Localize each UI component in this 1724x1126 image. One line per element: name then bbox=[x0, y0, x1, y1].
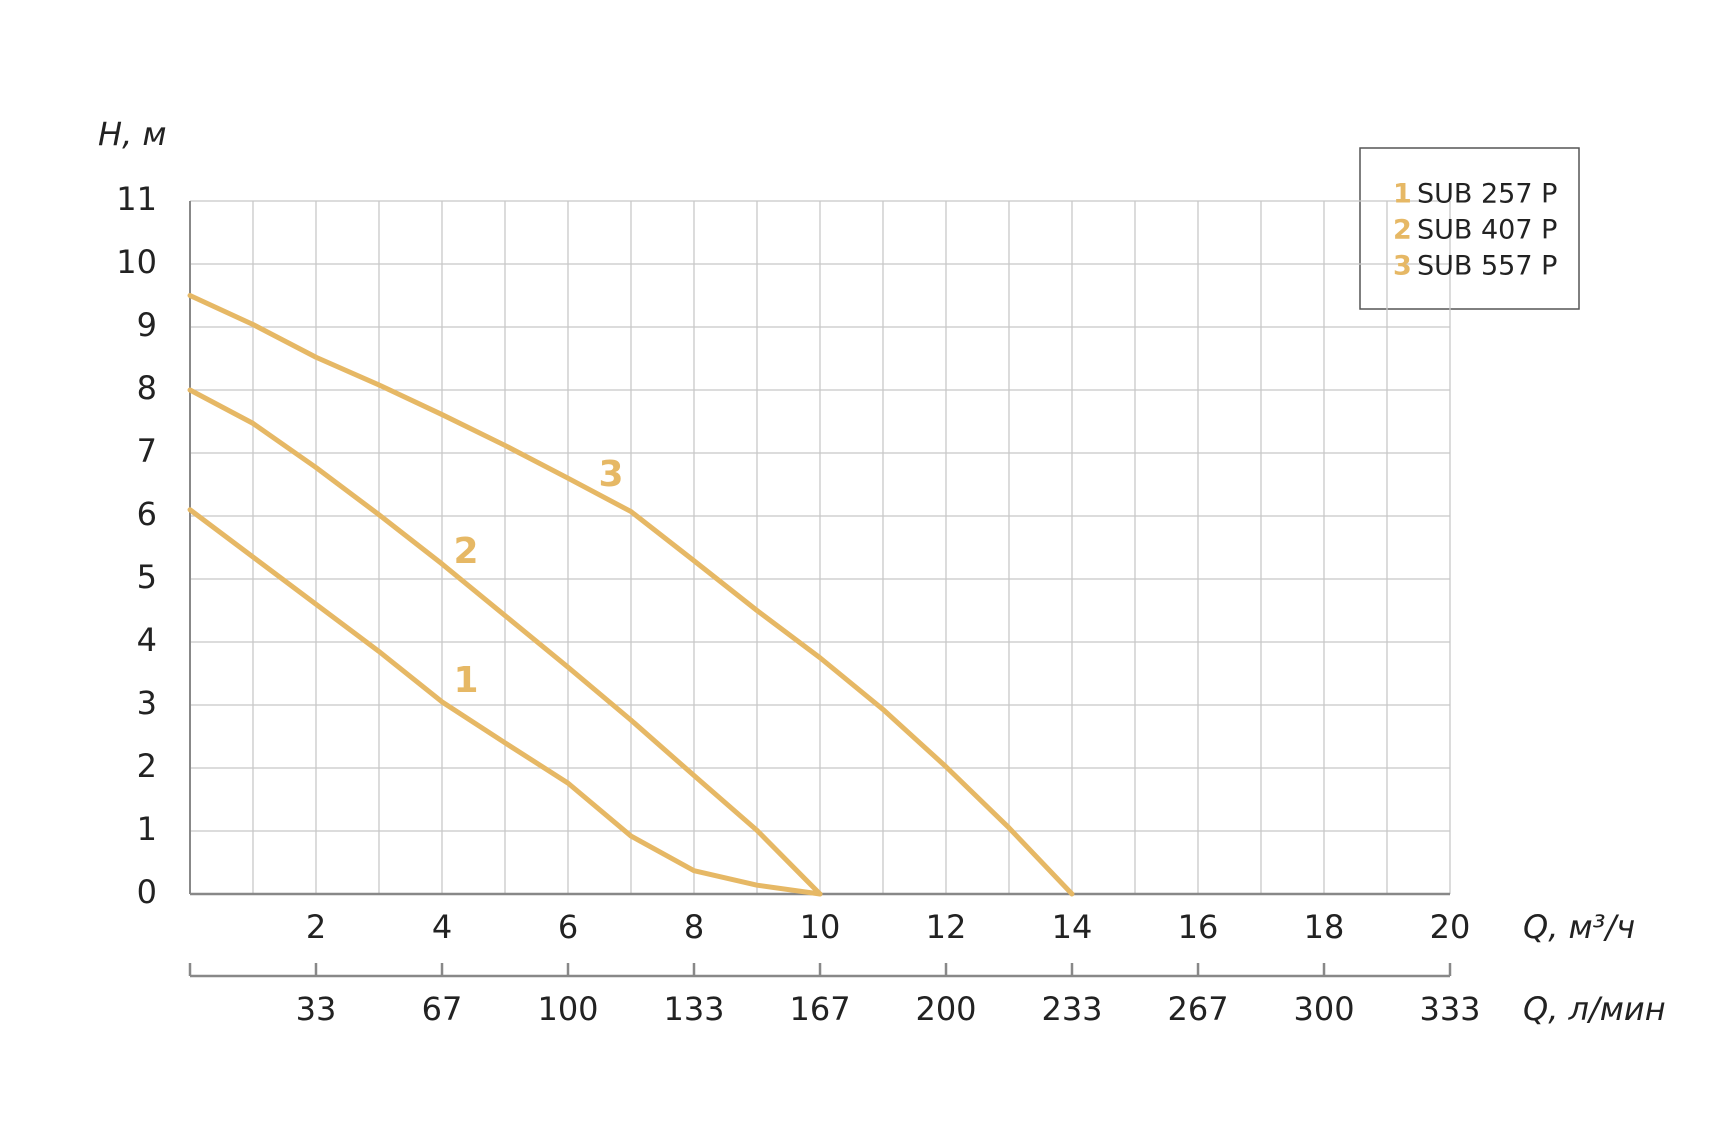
curve-label: 2 bbox=[453, 531, 478, 572]
curve-label: 1 bbox=[453, 660, 478, 701]
curve-label: 3 bbox=[598, 454, 623, 495]
y-tick-label: 10 bbox=[116, 243, 157, 281]
x2-tick-label: 267 bbox=[1167, 990, 1228, 1028]
curve bbox=[187, 387, 823, 897]
curve bbox=[187, 507, 823, 897]
x-tick-label: 8 bbox=[684, 908, 704, 946]
legend-label: SUB 407 P bbox=[1417, 215, 1557, 246]
y-axis-label: H, м bbox=[98, 115, 167, 153]
y-tick-label: 11 bbox=[116, 180, 157, 218]
x-axis-label: Q, м³/ч bbox=[1523, 908, 1635, 946]
x2-tick-label: 333 bbox=[1419, 990, 1480, 1028]
y-tick-label: 3 bbox=[137, 684, 157, 722]
x-tick-label: 12 bbox=[926, 908, 967, 946]
y-tick-label: 0 bbox=[137, 873, 157, 911]
y-tick-label: 4 bbox=[137, 621, 157, 659]
y-tick-label: 8 bbox=[137, 369, 157, 407]
x-tick-label: 6 bbox=[558, 908, 578, 946]
x2-tick-label: 200 bbox=[915, 990, 976, 1028]
x2-tick-label: 233 bbox=[1041, 990, 1102, 1028]
x-tick-label: 2 bbox=[306, 908, 326, 946]
legend-number: 3 bbox=[1393, 251, 1412, 282]
x-tick-label: 14 bbox=[1052, 908, 1093, 946]
x2-tick-label: 133 bbox=[663, 990, 724, 1028]
x2-axis-label: Q, л/мин bbox=[1523, 990, 1666, 1028]
legend-box bbox=[1359, 147, 1580, 310]
curve bbox=[187, 293, 1075, 897]
legend-label: SUB 557 P bbox=[1417, 251, 1557, 282]
y-tick-label: 7 bbox=[137, 432, 157, 470]
legend-number: 2 bbox=[1393, 215, 1412, 246]
y-tick-label: 1 bbox=[137, 810, 157, 848]
legend-label: SUB 257 P bbox=[1417, 179, 1557, 210]
x2-tick-label: 100 bbox=[537, 990, 598, 1028]
x-tick-label: 4 bbox=[432, 908, 452, 946]
x2-tick-label: 67 bbox=[422, 990, 463, 1028]
x-tick-label: 20 bbox=[1430, 908, 1471, 946]
y-tick-label: 9 bbox=[137, 306, 157, 344]
y-tick-label: 5 bbox=[137, 558, 157, 596]
y-tick-label: 2 bbox=[137, 747, 157, 785]
x2-tick-label: 300 bbox=[1293, 990, 1354, 1028]
x2-tick-label: 167 bbox=[789, 990, 850, 1028]
x2-tick-label: 33 bbox=[296, 990, 337, 1028]
x-tick-label: 10 bbox=[800, 908, 841, 946]
x-tick-label: 18 bbox=[1304, 908, 1345, 946]
x-tick-label: 16 bbox=[1178, 908, 1219, 946]
y-tick-label: 6 bbox=[137, 495, 157, 533]
legend-number: 1 bbox=[1393, 179, 1412, 210]
